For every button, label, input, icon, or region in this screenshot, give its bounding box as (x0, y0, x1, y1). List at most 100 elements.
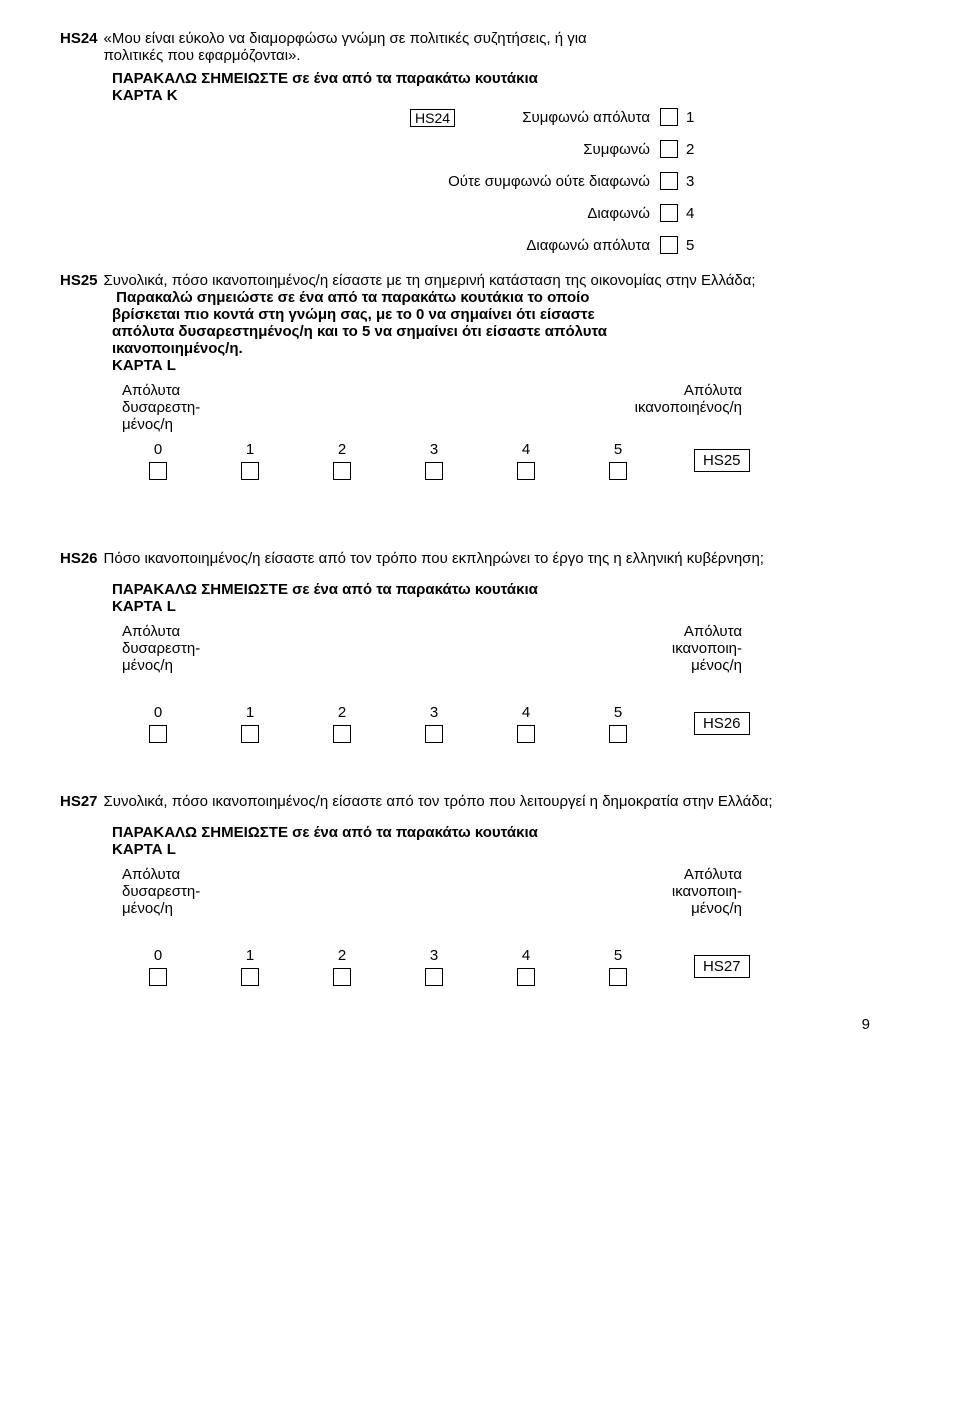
hs25-box-label: HS25 (694, 449, 750, 472)
page-number: 9 (60, 1016, 900, 1033)
question-hs26: HS26 Πόσο ικανοποιημένος/η είσαστε από τ… (60, 550, 900, 743)
scale-box-2[interactable] (333, 462, 351, 480)
right-abs-1: Απόλυτα (684, 382, 742, 399)
scale-box-3[interactable] (425, 462, 443, 480)
checkbox-4[interactable] (660, 204, 678, 222)
scale-n2: 2 (296, 441, 388, 458)
s26-n5: 5 (572, 704, 664, 721)
s27-n5: 5 (572, 947, 664, 964)
s26-box-4[interactable] (517, 725, 535, 743)
hs27-card: ΚΑΡΤΑ L (112, 841, 900, 858)
hs27-box-label: HS27 (694, 955, 750, 978)
hs24-prompt: HS24 «Mου είναι εύκολο να διαμορφώσω γνώ… (60, 30, 900, 64)
hs24-text: «Mου είναι εύκολο να διαμορφώσω γνώμη σε… (104, 30, 900, 64)
hs24-code: HS24 (60, 30, 98, 47)
option-num-3: 3 (678, 173, 710, 190)
checkbox-2[interactable] (660, 140, 678, 158)
checkbox-3[interactable] (660, 172, 678, 190)
scale-n4: 4 (480, 441, 572, 458)
left-abs-3: μένος/η (122, 416, 173, 433)
hs26-scale-head: Απόλυτα δυσαρεστη- μένος/η Απόλυτα ικανο… (112, 623, 752, 674)
scale-box-5[interactable] (609, 462, 627, 480)
hs27-text: Συνολικά, πόσο ικανοποιημένος/η είσαστε … (104, 793, 900, 810)
option-num-5: 5 (678, 237, 710, 254)
right26-3: μένος/η (691, 657, 742, 674)
hs24-inline-code: HS24 (410, 109, 455, 127)
hs24-instruction: ΠΑΡΑΚΑΛΩ ΣΗΜΕΙΩΣΤΕ σε ένα από τα παρακάτ… (112, 70, 900, 87)
s27-box-1[interactable] (241, 968, 259, 986)
s26-box-3[interactable] (425, 725, 443, 743)
s26-n1: 1 (204, 704, 296, 721)
hs26-box-label: HS26 (694, 712, 750, 735)
scale-box-0[interactable] (149, 462, 167, 480)
s26-n4: 4 (480, 704, 572, 721)
hs26-card: ΚΑΡΤΑ L (112, 598, 900, 615)
hs25-instruction-line1: Παρακαλώ σημειώστε σε ένα από τα παρακάτ… (112, 289, 900, 306)
s26-box-0[interactable] (149, 725, 167, 743)
hs27-scale: 0 1 2 3 4 5 HS27 (112, 947, 900, 986)
checkbox-5[interactable] (660, 236, 678, 254)
scale-n0: 0 (112, 441, 204, 458)
s27-n3: 3 (388, 947, 480, 964)
option-label-2: Συμφωνώ (583, 141, 650, 158)
left-abs-2: δυσαρεστη- (122, 399, 200, 416)
option-label-5: Διαφωνώ απόλυτα (526, 237, 650, 254)
checkbox-1[interactable] (660, 108, 678, 126)
s27-n0: 0 (112, 947, 204, 964)
s27-box-0[interactable] (149, 968, 167, 986)
hs26-scale: 0 1 2 3 4 5 HS26 (112, 704, 900, 743)
hs25-code: HS25 (60, 272, 98, 289)
scale-box-4[interactable] (517, 462, 535, 480)
left27-2: δυσαρεστη- (122, 883, 200, 900)
s27-n4: 4 (480, 947, 572, 964)
left27-1: Απόλυτα (122, 866, 180, 883)
hs26-code: HS26 (60, 550, 98, 567)
right26-2: ικανοποιη- (672, 640, 742, 657)
option-label-1: Συμφωνώ απόλυτα (522, 109, 650, 126)
question-hs24: HS24 «Mου είναι εύκολο να διαμορφώσω γνώ… (60, 30, 900, 254)
s27-box-5[interactable] (609, 968, 627, 986)
hs25-scale: 0 1 2 3 4 5 HS25 (112, 441, 900, 480)
left27-3: μένος/η (122, 900, 173, 917)
option-num-1: 1 (678, 109, 710, 126)
hs24-options: HS24 Συμφωνώ απόλυτα 1 Συμφωνώ 2 Ούτε συ… (270, 108, 710, 254)
left26-2: δυσαρεστη- (122, 640, 200, 657)
hs25-prompt: HS25 Συνολικά, πόσο ικανοποιημένος/η είσ… (60, 272, 900, 289)
hs27-instruction: ΠΑΡΑΚΑΛΩ ΣΗΜΕΙΩΣΤΕ σε ένα από τα παρακάτ… (112, 824, 900, 841)
s27-n1: 1 (204, 947, 296, 964)
hs25-scale-head: Απόλυτα δυσαρεστη- μένος/η Απόλυτα ικανο… (112, 382, 752, 433)
scale-n3: 3 (388, 441, 480, 458)
hs25-instruction-line2: βρίσκεται πιο κοντά στη γνώμη σας, με το… (112, 306, 900, 323)
option-num-4: 4 (678, 205, 710, 222)
left26-3: μένος/η (122, 657, 173, 674)
s27-box-2[interactable] (333, 968, 351, 986)
hs25-text: Συνολικά, πόσο ικανοποιημένος/η είσαστε … (104, 272, 900, 289)
left26-1: Απόλυτα (122, 623, 180, 640)
scale-n5: 5 (572, 441, 664, 458)
s26-n0: 0 (112, 704, 204, 721)
scale-box-1[interactable] (241, 462, 259, 480)
hs25-card: ΚΑΡΤΑ L (112, 357, 900, 374)
right27-2: ικανοποιη- (672, 883, 742, 900)
right27-3: μένος/η (691, 900, 742, 917)
s27-n2: 2 (296, 947, 388, 964)
left-abs-1: Απόλυτα (122, 382, 180, 399)
s27-box-4[interactable] (517, 968, 535, 986)
s27-box-3[interactable] (425, 968, 443, 986)
right27-1: Απόλυτα (684, 866, 742, 883)
s26-box-2[interactable] (333, 725, 351, 743)
s26-box-1[interactable] (241, 725, 259, 743)
option-num-2: 2 (678, 141, 710, 158)
hs24-text-line1: «Mου είναι εύκολο να διαμορφώσω γνώμη σε… (104, 30, 587, 47)
s26-box-5[interactable] (609, 725, 627, 743)
question-hs25: HS25 Συνολικά, πόσο ικανοποιημένος/η είσ… (60, 272, 900, 480)
hs24-text-line2: πολιτικές που εφαρμόζονται». (104, 47, 301, 64)
hs27-scale-head: Απόλυτα δυσαρεστη- μένος/η Απόλυτα ικανο… (112, 866, 752, 917)
option-label-4: Διαφωνώ (587, 205, 650, 222)
right26-1: Απόλυτα (684, 623, 742, 640)
right-abs-2: ικανοποιηένος/η (635, 399, 742, 416)
hs25-instruction-line4: ικανοποιημένος/η. (112, 340, 900, 357)
hs27-code: HS27 (60, 793, 98, 810)
option-label-3: Ούτε συμφωνώ ούτε διαφωνώ (448, 173, 650, 190)
scale-n1: 1 (204, 441, 296, 458)
